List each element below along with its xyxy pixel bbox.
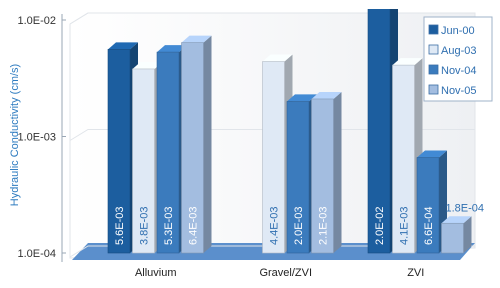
grid <box>62 12 475 258</box>
bar-top <box>417 150 447 158</box>
bar-face <box>441 222 464 254</box>
bar <box>181 35 212 254</box>
value-label: 3.8E-03 <box>139 206 151 245</box>
y-tick-label: 1.0E-03 <box>17 132 56 144</box>
value-label: 2.1E-03 <box>318 206 330 245</box>
bar-face <box>416 157 440 254</box>
y-tick-label: 1.0E-02 <box>17 15 56 27</box>
x-tick-label: Gravel/ZVI <box>259 267 312 279</box>
grid-line <box>69 129 475 141</box>
value-label: 2.0E-03 <box>293 206 305 245</box>
bar-top <box>157 45 187 53</box>
labels: 1.0E-04 1.0E-03 1.0E-02 Alluvium Gravel/ZVI Z… <box>17 15 484 279</box>
value-label: 4.1E-03 <box>399 206 411 245</box>
bar-face <box>262 61 285 254</box>
bar-top <box>392 58 423 66</box>
value-label: 2.0E-02 <box>374 206 386 245</box>
value-label: 6.4E-03 <box>188 206 200 245</box>
bar <box>311 91 342 254</box>
value-label: 5.6E-03 <box>114 206 126 245</box>
y-axis-title: Hydraulic Conductivity (cm/s) <box>9 64 21 206</box>
bar-top <box>311 91 342 99</box>
bar-top <box>441 216 472 224</box>
bar-face <box>156 51 180 254</box>
legend-swatch <box>428 84 439 95</box>
bar-top <box>108 42 138 50</box>
x-tick-label: ZVI <box>407 267 424 279</box>
grid-line <box>69 12 475 25</box>
bar-face <box>286 101 310 254</box>
legend-swatch <box>428 64 439 75</box>
x-tick-label: Alluvium <box>135 267 177 279</box>
legend-label: Nov-05 <box>441 85 476 97</box>
bar-side <box>333 91 342 253</box>
bar-face <box>107 49 131 254</box>
bar-side <box>463 216 472 253</box>
bar-top <box>262 54 293 62</box>
legend-label: Nov-04 <box>441 65 476 77</box>
value-label: 5.3E-03 <box>163 206 175 245</box>
value-label: 1.8E-04 <box>446 202 485 214</box>
legend: Jun-00 Aug-03 Nov-04 Nov-05 <box>423 16 493 102</box>
bar-face <box>132 68 155 254</box>
legend-swatch <box>428 24 439 35</box>
legend-swatch <box>428 44 439 55</box>
bar-face <box>311 98 334 254</box>
bar-face <box>392 64 415 254</box>
grid-line <box>69 245 475 258</box>
bar-face <box>367 9 391 254</box>
value-label: 4.4E-03 <box>269 206 281 245</box>
bar-side <box>203 35 212 253</box>
bar-face <box>181 42 204 254</box>
bar-top <box>181 35 212 43</box>
value-label: 6.6E-04 <box>423 206 435 245</box>
bar-top <box>132 61 163 69</box>
legend-label: Aug-03 <box>441 45 476 57</box>
legend-label: Jun-00 <box>441 25 475 37</box>
bar <box>441 216 472 254</box>
y-tick-label: 1.0E-04 <box>17 248 56 260</box>
bars <box>107 9 472 254</box>
bar-top <box>287 94 317 102</box>
